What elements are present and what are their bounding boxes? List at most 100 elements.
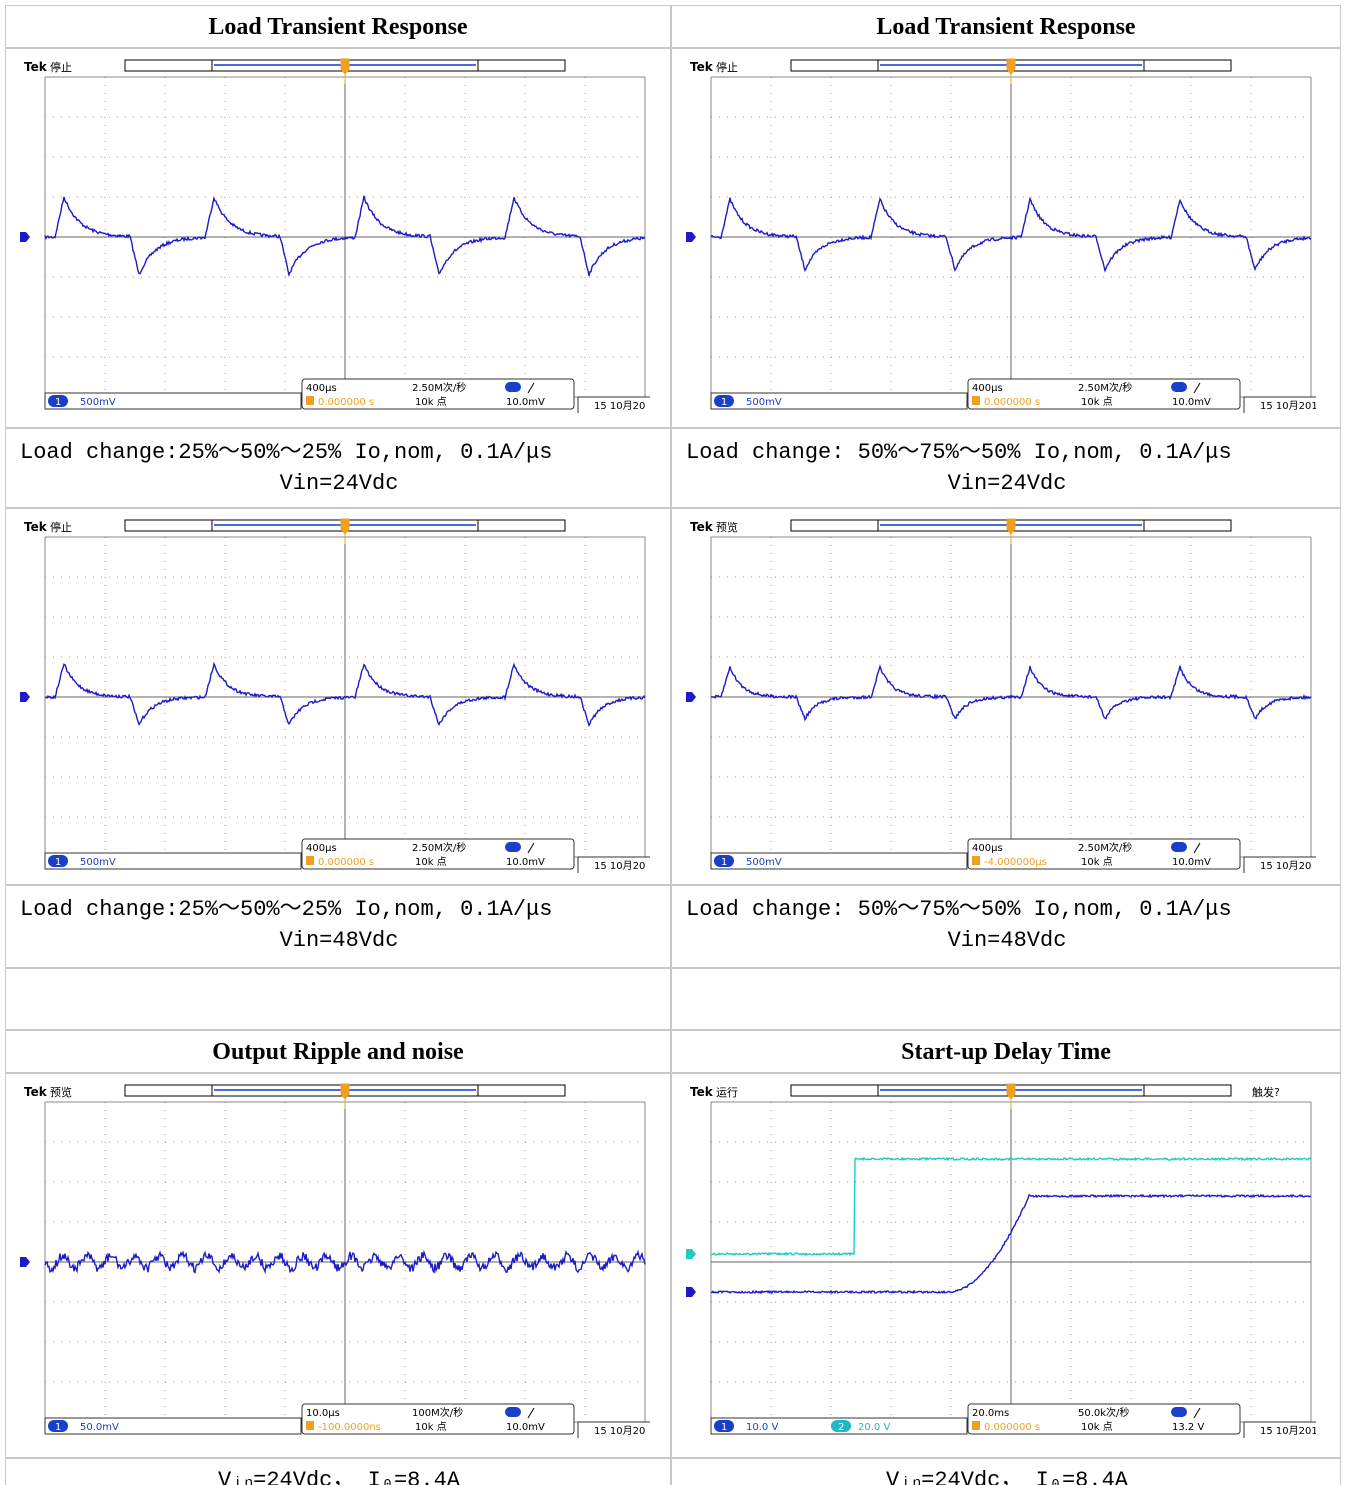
- image-cell: Tek停止1500mV400µs0.000000 s2.50M次/秒10k 点1…: [5, 508, 671, 885]
- trigger-status: 触发?: [1252, 1085, 1280, 1099]
- date: 15 10月20: [594, 860, 645, 872]
- status: 停止: [716, 60, 738, 74]
- trigger-level: 10.0mV: [506, 397, 545, 408]
- oscilloscope: Tek停止1500mV400µs0.000000 s2.50M次/秒10k 点1…: [686, 57, 1316, 413]
- record-length: 10k 点: [1081, 1421, 1113, 1433]
- record-length: 10k 点: [415, 396, 447, 408]
- badge-text: 1: [721, 1422, 727, 1433]
- sample-rate: 2.50M次/秒: [412, 841, 466, 854]
- oscilloscope: Tek预览 1 500mV 400µs -4.000000µs 2.50M次/秒 10k 点…: [686, 517, 1316, 873]
- timebase: 400µs: [972, 383, 1003, 394]
- timebase: 400µs: [306, 383, 337, 394]
- caption: Vin=48Vdc: [6, 928, 672, 953]
- caption: Load change: 50%～75%～50% Io,nom, 0.1A/μs: [686, 890, 1232, 922]
- caption-cell: Load change:25%～50%～25% Io,nom, 0.1A/μs V…: [5, 885, 671, 968]
- record-length: 10k 点: [415, 1421, 447, 1433]
- ch1-scale: 500mV: [746, 857, 782, 868]
- offset: 0.000000 s: [984, 1422, 1040, 1433]
- title-cell: Start-up Delay Time: [671, 1030, 1341, 1073]
- empty-cell: [5, 968, 671, 1030]
- caption: Vᵢₙ=24Vdc， I₀=8.4A: [672, 1461, 1342, 1485]
- badge-text: 1: [55, 397, 61, 408]
- brand: Tek: [24, 1085, 48, 1099]
- offset: 0.000000 s: [984, 397, 1040, 408]
- record-length: 10k 点: [1081, 856, 1113, 868]
- trigger-icon: [972, 1421, 980, 1430]
- trigger-icon: [306, 396, 314, 405]
- ch1-scale: 500mV: [746, 397, 782, 408]
- trigger-icon: [972, 396, 980, 405]
- caption: Vin=48Vdc: [672, 928, 1342, 953]
- status: 预览: [716, 520, 738, 534]
- caption: Vin=24Vdc: [672, 471, 1342, 496]
- screen: [686, 517, 1316, 873]
- caption: Load change: 50%～75%～50% Io,nom, 0.1A/μs: [686, 433, 1232, 465]
- title-cell: Load Transient Response: [671, 5, 1341, 48]
- timebase: 400µs: [306, 843, 337, 854]
- status: 预览: [50, 1085, 72, 1099]
- record-length: 10k 点: [415, 856, 447, 868]
- ch1-scale: 10.0 V: [746, 1422, 778, 1433]
- timebase: 10.0µs: [306, 1408, 340, 1419]
- title-cell: Output Ripple and noise: [5, 1030, 671, 1073]
- caption: Vin=24Vdc: [6, 471, 672, 496]
- offset: -100.0000ns: [318, 1422, 381, 1433]
- empty-cell: [671, 968, 1341, 1030]
- status: 停止: [50, 60, 72, 74]
- badge: [505, 842, 521, 852]
- offset: 0.000000 s: [318, 857, 374, 868]
- caption-cell: Load change: 50%～75%～50% Io,nom, 0.1A/μs…: [671, 428, 1341, 508]
- trigger-icon: [972, 856, 980, 865]
- ch1-scale: 500mV: [80, 857, 116, 868]
- offset: 0.000000 s: [318, 397, 374, 408]
- date: 15 10月201: [1260, 400, 1316, 412]
- badge-text: 1: [721, 857, 727, 868]
- sample-rate: 2.50M次/秒: [412, 381, 466, 394]
- screen: [20, 517, 650, 873]
- trigger-level: 10.0mV: [1172, 397, 1211, 408]
- caption: Vᵢₙ=24Vdc， I₀=8.4A: [6, 1461, 672, 1485]
- timebase: 400µs: [972, 843, 1003, 854]
- caption-cell: Load change:25%～50%～25% Io,nom, 0.1A/μs V…: [5, 428, 671, 508]
- brand: Tek: [690, 520, 714, 534]
- badge-text: 2: [838, 1422, 844, 1433]
- screen: [686, 1082, 1316, 1438]
- offset: -4.000000µs: [984, 857, 1047, 868]
- badge: [505, 1407, 521, 1417]
- timebase: 20.0ms: [972, 1408, 1009, 1419]
- date: 15 10月20: [1260, 860, 1311, 872]
- sample-rate: 2.50M次/秒: [1078, 841, 1132, 854]
- status: 停止: [50, 520, 72, 534]
- badge-text: 1: [721, 397, 727, 408]
- title-cell: Load Transient Response: [5, 5, 671, 48]
- trigger-level: 10.0mV: [1172, 857, 1211, 868]
- screen: [20, 1082, 650, 1438]
- ch1-scale: 50.0mV: [80, 1422, 119, 1433]
- sample-rate: 100M次/秒: [412, 1406, 463, 1419]
- caption-cell: Vᵢₙ=24Vdc， I₀=8.4A: [5, 1458, 671, 1485]
- trigger-icon: [306, 856, 314, 865]
- brand: Tek: [24, 60, 48, 74]
- brand: Tek: [24, 520, 48, 534]
- sample-rate: 50.0k次/秒: [1078, 1406, 1129, 1419]
- date: 15 10月20: [594, 1425, 645, 1437]
- trigger-level: 10.0mV: [506, 1422, 545, 1433]
- caption: Load change:25%～50%～25% Io,nom, 0.1A/μs: [20, 433, 552, 465]
- caption-cell: Vᵢₙ=24Vdc， I₀=8.4A: [671, 1458, 1341, 1485]
- trigger-level: 13.2 V: [1172, 1422, 1204, 1433]
- ch2-scale: 20.0 V: [858, 1422, 890, 1433]
- brand: Tek: [690, 1085, 714, 1099]
- caption-cell: Load change: 50%～75%～50% Io,nom, 0.1A/μs…: [671, 885, 1341, 968]
- date: 15 10月20: [594, 400, 645, 412]
- badge-text: 1: [55, 1422, 61, 1433]
- status: 运行: [716, 1086, 738, 1099]
- caption: Load change:25%～50%～25% Io,nom, 0.1A/μs: [20, 890, 552, 922]
